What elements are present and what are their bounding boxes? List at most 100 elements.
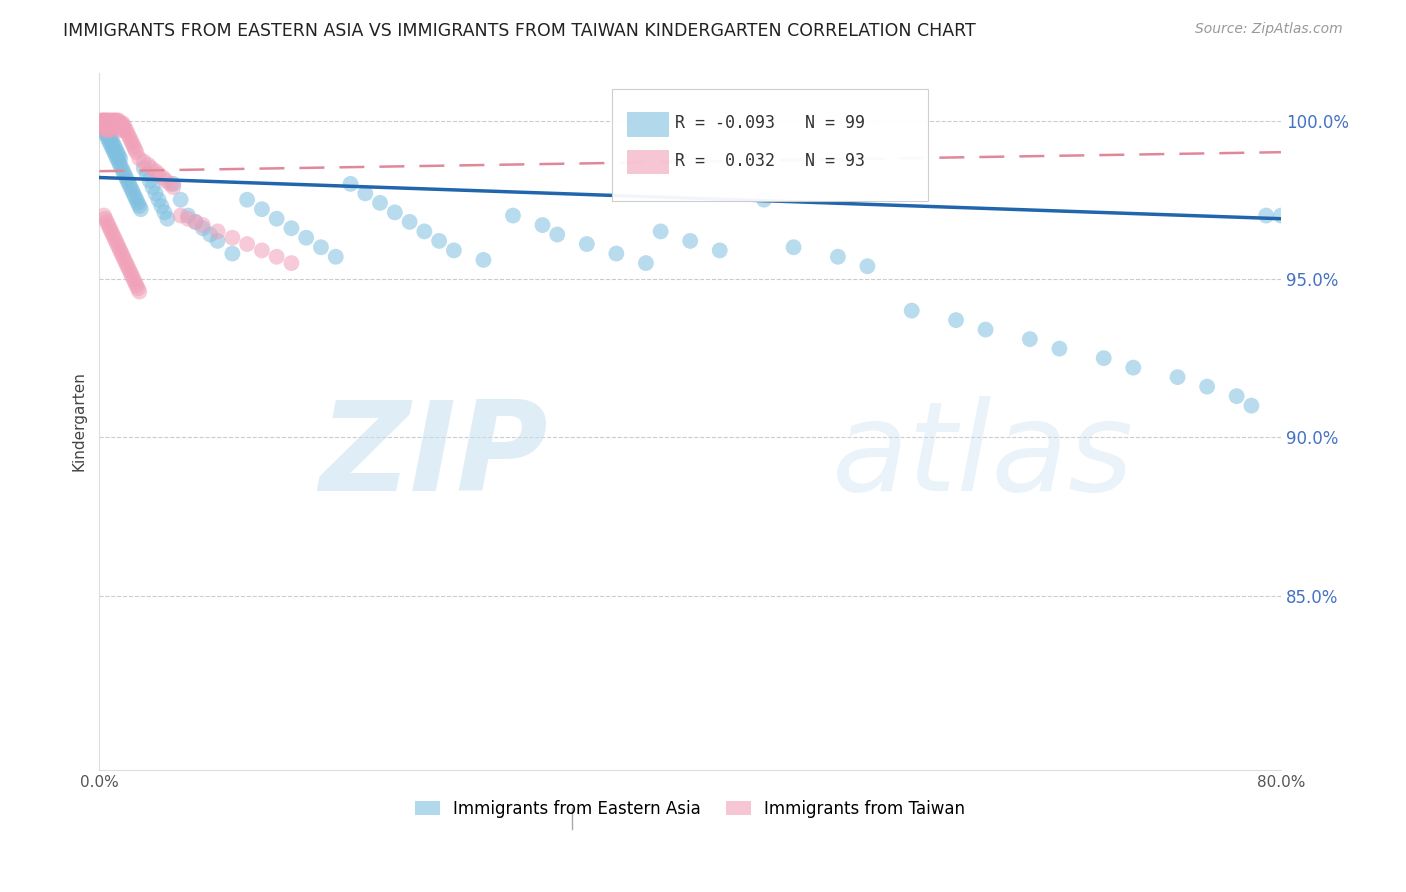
- Point: [900, 303, 922, 318]
- Point: [295, 231, 318, 245]
- Point: [103, 120, 125, 134]
- Point: [142, 180, 165, 194]
- Point: [98, 136, 121, 150]
- Point: [1167, 370, 1189, 384]
- Point: [145, 164, 167, 178]
- Text: IMMIGRANTS FROM EASTERN ASIA VS IMMIGRANTS FROM TAIWAN KINDERGARTEN CORRELATION : IMMIGRANTS FROM EASTERN ASIA VS IMMIGRAN…: [63, 22, 976, 40]
- Point: [96, 120, 118, 134]
- Point: [125, 193, 148, 207]
- Point: [443, 244, 465, 258]
- Point: [546, 227, 568, 242]
- Point: [100, 224, 122, 238]
- Point: [97, 113, 120, 128]
- Point: [91, 113, 114, 128]
- Point: [115, 256, 138, 270]
- Point: [121, 136, 143, 150]
- Point: [94, 123, 117, 137]
- Point: [162, 180, 184, 194]
- Point: [136, 158, 159, 172]
- Legend: Immigrants from Eastern Asia, Immigrants from Taiwan: Immigrants from Eastern Asia, Immigrants…: [408, 793, 972, 824]
- Point: [110, 120, 132, 134]
- Point: [93, 120, 115, 134]
- Point: [709, 244, 731, 258]
- Point: [101, 136, 124, 150]
- Point: [132, 161, 155, 175]
- Point: [118, 262, 141, 277]
- Point: [945, 313, 967, 327]
- Point: [96, 129, 118, 144]
- Point: [110, 161, 132, 175]
- Point: [103, 139, 125, 153]
- Point: [120, 132, 142, 146]
- Point: [114, 252, 136, 267]
- Point: [162, 177, 184, 191]
- Point: [105, 113, 128, 128]
- Point: [112, 164, 135, 178]
- Point: [221, 246, 243, 260]
- Point: [117, 126, 139, 140]
- Point: [94, 126, 117, 140]
- Point: [169, 193, 191, 207]
- Point: [169, 209, 191, 223]
- Point: [103, 231, 125, 245]
- Point: [94, 211, 117, 226]
- Point: [104, 148, 127, 162]
- Point: [472, 252, 495, 267]
- Point: [105, 152, 128, 166]
- Point: [98, 120, 121, 134]
- Point: [103, 145, 125, 160]
- Text: ZIP: ZIP: [319, 396, 548, 516]
- Point: [96, 215, 118, 229]
- Point: [120, 180, 142, 194]
- Point: [128, 152, 150, 166]
- Point: [93, 113, 115, 128]
- Point: [280, 256, 302, 270]
- Point: [122, 139, 145, 153]
- Point: [1049, 342, 1071, 356]
- Point: [96, 113, 118, 128]
- Point: [108, 123, 131, 137]
- Point: [159, 177, 181, 191]
- Point: [122, 272, 145, 286]
- Point: [531, 218, 554, 232]
- Point: [427, 234, 450, 248]
- Point: [139, 161, 162, 175]
- Point: [101, 142, 124, 156]
- Point: [127, 281, 149, 295]
- Point: [117, 174, 139, 188]
- Point: [156, 211, 179, 226]
- Point: [177, 211, 200, 226]
- Point: [108, 244, 131, 258]
- Point: [827, 250, 849, 264]
- Point: [104, 117, 127, 131]
- Point: [121, 183, 143, 197]
- Point: [117, 259, 139, 273]
- Point: [124, 189, 146, 203]
- Point: [105, 120, 128, 134]
- Point: [1256, 209, 1278, 223]
- Point: [97, 132, 120, 146]
- Point: [148, 167, 170, 181]
- Point: [135, 167, 157, 181]
- Point: [107, 148, 129, 162]
- Point: [250, 244, 273, 258]
- Point: [782, 240, 804, 254]
- Point: [97, 117, 120, 131]
- Point: [138, 174, 160, 188]
- Point: [266, 211, 288, 226]
- Point: [125, 278, 148, 293]
- Point: [1092, 351, 1115, 365]
- Point: [114, 120, 136, 134]
- Point: [103, 113, 125, 128]
- Point: [100, 139, 122, 153]
- Point: [236, 193, 259, 207]
- Point: [125, 145, 148, 160]
- Point: [98, 113, 121, 128]
- Point: [177, 209, 200, 223]
- Point: [100, 132, 122, 146]
- Point: [107, 154, 129, 169]
- Point: [114, 167, 136, 181]
- Point: [90, 113, 112, 128]
- Point: [122, 186, 145, 201]
- Point: [679, 234, 702, 248]
